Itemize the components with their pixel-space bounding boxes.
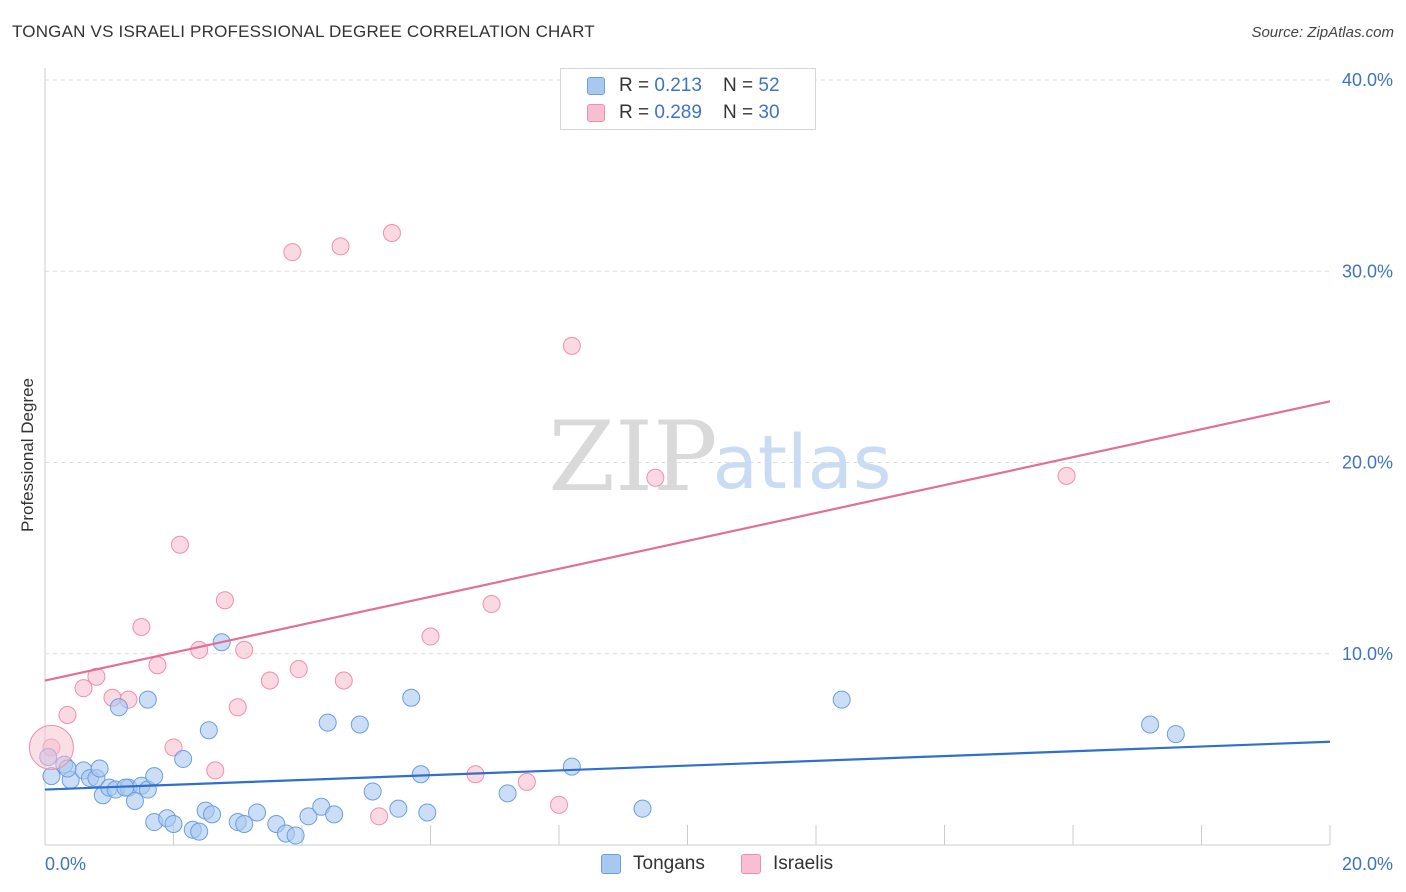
axes <box>44 68 1331 846</box>
source-credit: Source: ZipAtlas.com <box>1251 24 1394 41</box>
israeli-point <box>283 243 302 262</box>
tongan-point <box>125 792 144 811</box>
tongan-point <box>318 713 337 732</box>
tongan-point <box>1166 725 1185 744</box>
y-tick-label: 20.0% <box>1342 453 1393 473</box>
israeli-point <box>1057 466 1076 485</box>
israeli-point <box>215 591 234 610</box>
tongan-point <box>418 803 437 822</box>
r-label: R = <box>619 75 655 96</box>
israeli-point <box>382 224 401 242</box>
israeli-point <box>28 724 74 770</box>
tongan-point <box>562 757 581 776</box>
tongan-point <box>832 690 851 709</box>
israeli-point <box>170 535 189 554</box>
israeli-point <box>58 705 77 724</box>
israeli-point <box>235 640 254 659</box>
x-tick-label: 20.0% <box>1342 854 1393 874</box>
tongan-point <box>145 767 164 786</box>
tongan-point <box>402 688 421 707</box>
tongan-point <box>190 822 209 841</box>
israeli-point <box>228 698 247 717</box>
israeli-point <box>646 468 665 487</box>
tongan-point <box>363 782 382 801</box>
tick-labels: 10.0% 20.0% 30.0% 40.0% 0.0% 20.0% <box>45 70 1393 874</box>
israelis-swatch <box>587 104 605 122</box>
tongan-point <box>174 749 193 768</box>
israeli-point <box>334 671 353 690</box>
watermark-atlas: atlas <box>713 420 892 506</box>
tongan-point <box>109 698 128 717</box>
tongan-point <box>350 715 369 734</box>
tongan-point <box>248 803 267 822</box>
y-tick-label: 30.0% <box>1342 261 1393 281</box>
tongan-point <box>633 799 652 818</box>
tongans-trend-line <box>44 740 1331 791</box>
tongan-point <box>325 805 344 824</box>
tongans-legend-swatch <box>601 854 621 874</box>
n-value-tongans: 52 <box>758 75 780 96</box>
israeli-point <box>517 772 536 791</box>
tongan-point <box>286 826 305 845</box>
israelis-legend-swatch <box>741 854 761 874</box>
r-label: R = <box>619 102 655 123</box>
chart-title: TONGAN VS ISRAELI PROFESSIONAL DEGREE CO… <box>12 22 595 41</box>
israeli-point <box>164 738 183 757</box>
israeli-point <box>74 679 93 698</box>
israeli-point <box>87 667 106 686</box>
israeli-point <box>190 640 209 659</box>
israeli-point <box>562 336 581 355</box>
n-value-israelis: 30 <box>758 102 780 123</box>
tongan-point <box>299 807 318 826</box>
r-value-tongans: 0.213 <box>654 75 702 96</box>
israelis-legend-label: Israelis <box>773 853 834 874</box>
israeli-point <box>132 617 151 636</box>
israelis-trend-line <box>44 400 1331 682</box>
y-tick-label: 10.0% <box>1342 644 1393 664</box>
data-points <box>28 224 1185 845</box>
israeli-point <box>148 656 167 675</box>
israeli-point <box>260 671 279 690</box>
israeli-point <box>370 807 389 826</box>
israeli-point <box>482 595 501 614</box>
israeli-point <box>331 237 350 256</box>
watermark: ZIP atlas <box>548 401 891 513</box>
tongans-swatch <box>587 77 605 95</box>
tongan-point <box>138 690 157 709</box>
tongan-point <box>389 799 408 818</box>
watermark-zip: ZIP <box>548 401 717 513</box>
israeli-point <box>550 795 568 814</box>
tongan-point <box>199 721 218 740</box>
gridlines <box>45 79 1330 655</box>
israeli-point <box>421 627 440 646</box>
n-label: N = <box>723 102 759 123</box>
israeli-point <box>206 761 225 780</box>
trend-lines <box>44 400 1331 791</box>
tongan-point <box>1141 715 1160 734</box>
tongan-point <box>498 784 517 803</box>
tongan-point <box>203 805 222 824</box>
tongan-point <box>164 814 183 833</box>
tongan-point <box>90 759 109 778</box>
tongans-legend-label: Tongans <box>633 853 705 874</box>
stats-legend: R = 0.213 N = 52 R = 0.289 N = 30 <box>560 68 816 130</box>
x-tick-label: 0.0% <box>45 854 86 874</box>
n-label: N = <box>723 75 759 96</box>
tongan-point <box>235 814 254 833</box>
y-tick-label: 40.0% <box>1342 70 1393 90</box>
israeli-point <box>289 660 308 679</box>
r-value-israelis: 0.289 <box>654 102 702 123</box>
